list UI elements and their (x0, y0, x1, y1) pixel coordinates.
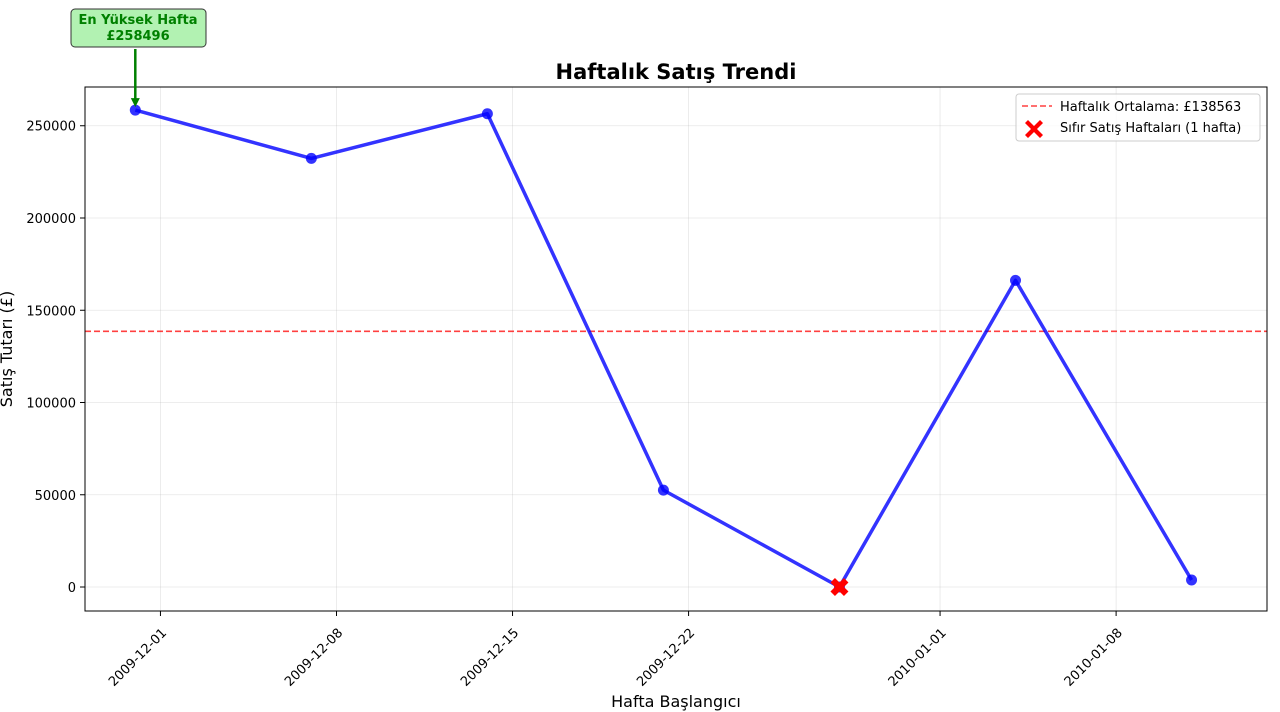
data-point (1010, 274, 1022, 286)
data-point (657, 484, 669, 496)
annotation-value: £258496 (106, 29, 169, 44)
y-axis-title: Satış Tutarı (£) (0, 291, 16, 407)
data-point (129, 104, 141, 116)
zero-sales-markers (830, 578, 849, 597)
legend-box (1015, 93, 1261, 142)
legend-label-zero-weeks: Sıfır Satış Haftaları (1 hafta) (1060, 121, 1241, 136)
x-tick-label: 2010-01-08 (1062, 626, 1126, 690)
annotation-title: En Yüksek Hafta (78, 13, 197, 28)
x-tick-label: 2009-12-01 (106, 626, 170, 690)
sales-series (129, 104, 1198, 593)
data-point (481, 108, 493, 120)
annotation-box (70, 8, 207, 48)
x-tick-label: 2009-12-08 (282, 626, 346, 690)
legend-swatch-zero-weeks (1025, 120, 1043, 138)
x-tick-label: 2009-12-15 (458, 626, 522, 690)
data-point (305, 152, 317, 164)
x-axis-title: Hafta Başlangıcı (611, 692, 741, 711)
y-tick-label: 50000 (35, 489, 76, 504)
zero-sales-marker (830, 578, 849, 597)
data-point (1186, 574, 1198, 586)
x-tick-label: 2010-01-01 (886, 626, 950, 690)
y-tick-label: 250000 (26, 120, 76, 135)
legend: Haftalık Ortalama: £138563 Sıfır Satış H… (1015, 93, 1261, 142)
y-axis-ticks: 0 50000 100000 150000 200000 250000 (26, 120, 85, 596)
y-tick-label: 100000 (26, 397, 76, 412)
peak-week-annotation: En Yüksek Hafta £258496 (70, 8, 207, 108)
series-line (134, 108, 1194, 589)
grid (85, 87, 1267, 611)
chart-title: Haftalık Satış Trendi (556, 60, 797, 84)
y-tick-label: 0 (68, 581, 76, 596)
legend-label-average: Haftalık Ortalama: £138563 (1060, 100, 1241, 115)
x-axis-ticks: 2009-12-01 2009-12-08 2009-12-15 2009-12-22… (106, 611, 1126, 690)
plot-area-frame (84, 86, 1268, 612)
y-tick-label: 150000 (26, 304, 76, 319)
annotation-arrow-head (130, 98, 140, 108)
y-tick-label: 200000 (26, 212, 76, 227)
x-tick-label: 2009-12-22 (634, 626, 698, 690)
